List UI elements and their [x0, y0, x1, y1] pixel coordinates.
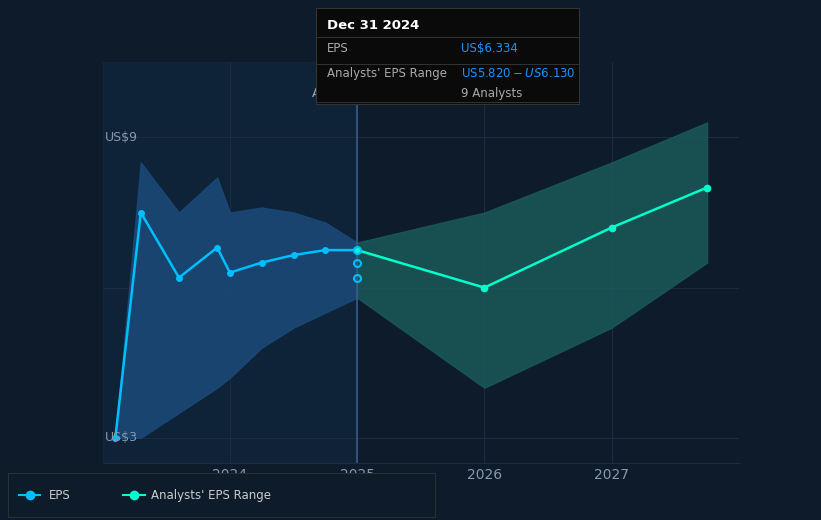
Text: Dec 31 2024: Dec 31 2024 — [327, 19, 419, 32]
Text: US$6.334: US$6.334 — [461, 43, 517, 56]
Text: Actual: Actual — [311, 87, 351, 100]
Text: EPS: EPS — [327, 43, 348, 56]
Text: US$3: US$3 — [105, 431, 138, 444]
Text: US$5.820 - US$6.130: US$5.820 - US$6.130 — [461, 68, 576, 81]
Text: US$9: US$9 — [105, 131, 138, 144]
Text: Analysts' EPS Range: Analysts' EPS Range — [327, 68, 447, 81]
Bar — [103, 62, 357, 463]
Text: Analysts' EPS Range: Analysts' EPS Range — [151, 489, 271, 502]
Text: EPS: EPS — [48, 489, 71, 502]
Text: 9 Analysts: 9 Analysts — [461, 87, 522, 100]
Text: Analysts Forecasts: Analysts Forecasts — [364, 87, 479, 100]
